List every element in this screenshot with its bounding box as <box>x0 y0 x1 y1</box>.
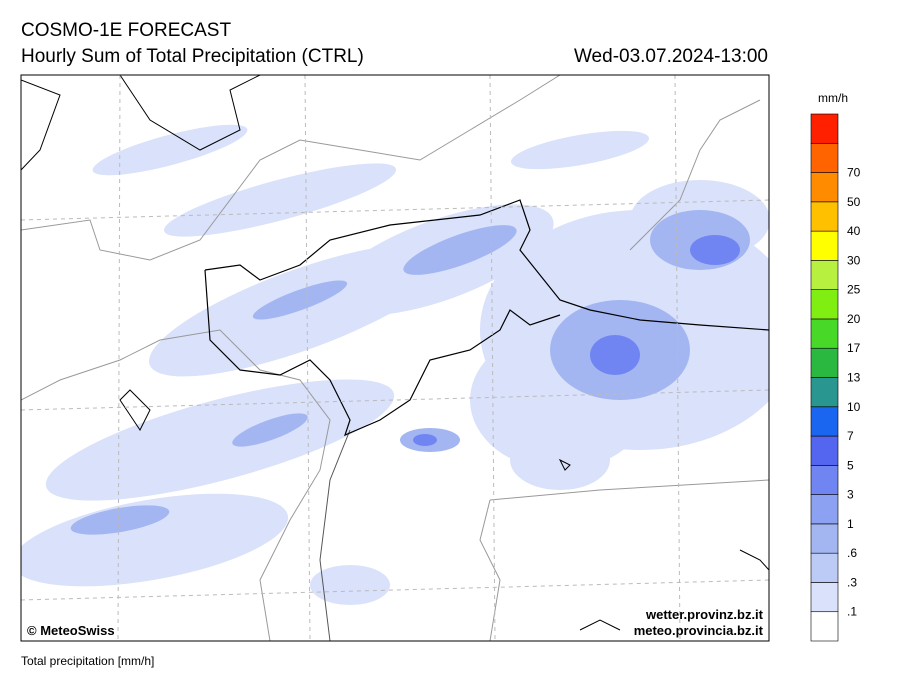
legend-label: 1 <box>847 517 854 531</box>
legend-swatch <box>810 523 839 554</box>
link: meteo.provincia.bz.it <box>634 623 764 638</box>
legend-label: 70 <box>847 166 861 180</box>
legend-label: .1 <box>847 605 857 619</box>
legend-swatch <box>810 552 839 583</box>
title: COSMO-1E FORECAST <box>21 20 231 41</box>
legend-swatch <box>810 435 839 466</box>
legend-swatch <box>810 494 839 525</box>
legend-swatch <box>810 289 839 320</box>
footer: Total precipitation [mm/h] <box>21 654 154 668</box>
legend-swatch <box>810 377 839 408</box>
legend-label: 5 <box>847 458 854 472</box>
precipitation <box>21 124 769 605</box>
datetime: Wed-03.07.2024-13:00 <box>574 46 768 67</box>
legend-swatch <box>810 347 839 378</box>
legend-label: .6 <box>847 546 857 560</box>
legend-label: 17 <box>847 341 861 355</box>
legend-label: 13 <box>847 371 861 385</box>
legend-swatch <box>810 582 839 613</box>
legend-label: 20 <box>847 312 861 326</box>
legend-label: 40 <box>847 224 861 238</box>
legend-label: 7 <box>847 429 854 443</box>
legend-label: 25 <box>847 283 861 297</box>
legend-swatch <box>810 201 839 232</box>
legend-label: 50 <box>847 195 861 209</box>
subtitle: Hourly Sum of Total Precipitation (CTRL) <box>21 46 364 67</box>
legend-swatch <box>810 611 839 642</box>
legend-swatch <box>810 113 839 144</box>
legend-swatch <box>810 230 839 261</box>
legend-unit: mm/h <box>818 91 848 105</box>
legend-label: 10 <box>847 400 861 414</box>
legend-swatch <box>810 406 839 437</box>
credit: © MeteoSwiss <box>27 623 115 638</box>
link: wetter.provinz.bz.it <box>645 607 764 622</box>
legend-swatch <box>810 172 839 203</box>
legend-label: .3 <box>847 575 857 589</box>
legend-swatch <box>810 465 839 495</box>
legend-swatch <box>810 318 839 349</box>
legend-swatch <box>810 142 839 173</box>
legend-label: 30 <box>847 253 861 267</box>
legend-swatch <box>810 260 839 290</box>
borders <box>21 75 769 641</box>
legend-label: 3 <box>847 488 854 502</box>
map: © MeteoSwiss wetter.provinz.bz.it meteo.… <box>20 74 770 642</box>
